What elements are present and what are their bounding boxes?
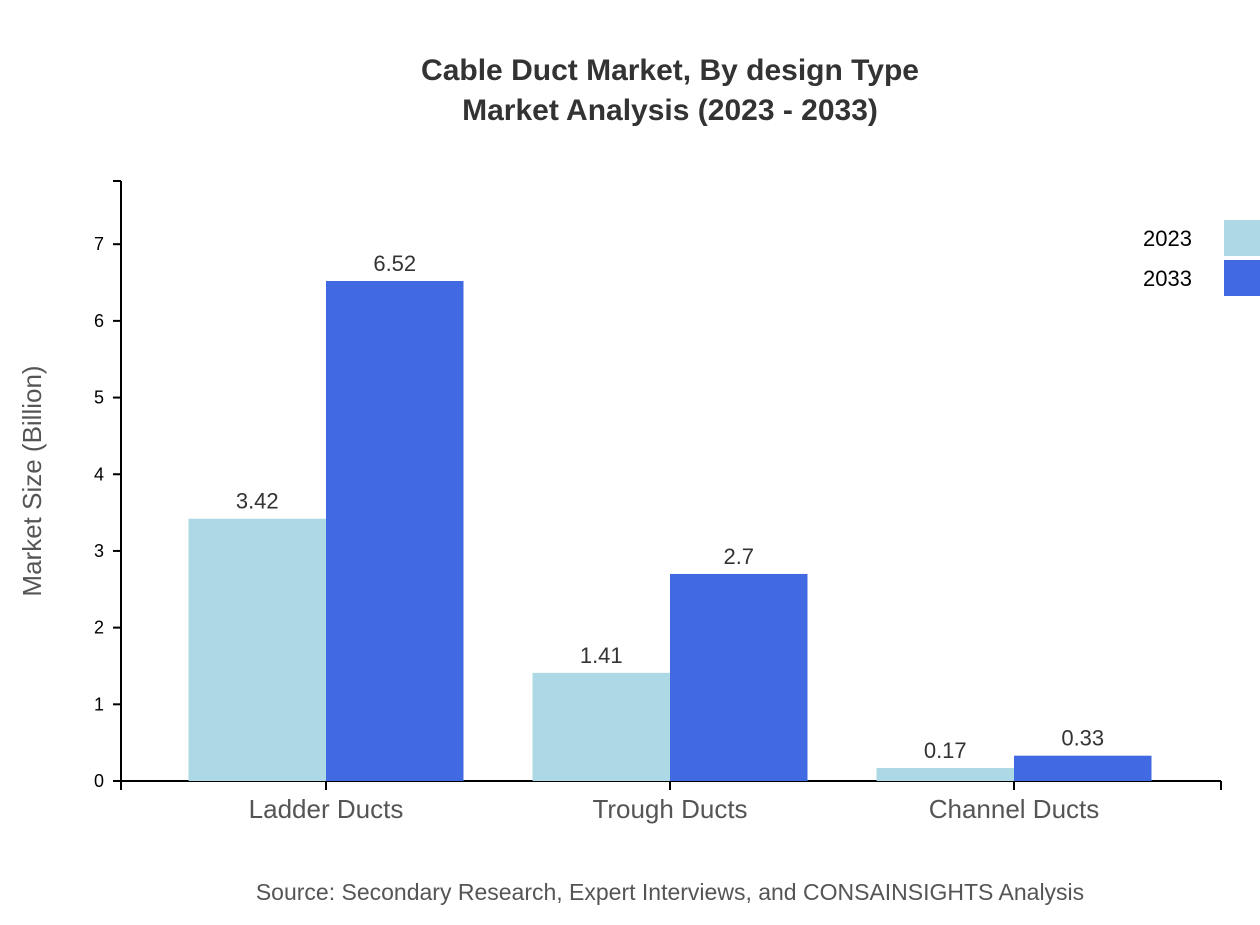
data-label: 1.41 (580, 643, 623, 668)
bar-2023 (532, 672, 670, 781)
y-tick-label: 5 (94, 388, 104, 408)
data-label: 2.7 (723, 544, 754, 569)
y-tick-label: 6 (94, 311, 104, 331)
bar-2023 (188, 518, 326, 781)
bar-2033 (326, 281, 464, 781)
legend-label: 2023 (1143, 226, 1192, 251)
y-tick-label: 2 (94, 618, 104, 638)
legend-swatch (1224, 260, 1260, 296)
bar-2023 (876, 767, 1014, 781)
data-label: 6.52 (373, 251, 416, 276)
legend-swatch (1224, 220, 1260, 256)
chart-subtitle: Market Analysis (2023 - 2033) (462, 94, 878, 127)
source-note: Source: Secondary Research, Expert Inter… (256, 879, 1084, 905)
data-label: 0.33 (1061, 726, 1104, 751)
x-tick-label: Ladder Ducts (249, 794, 404, 824)
y-tick-label: 4 (94, 464, 104, 484)
bar-2033 (670, 573, 808, 781)
y-tick-label: 0 (94, 771, 104, 791)
y-axis-label: Market Size (Billion) (17, 365, 47, 596)
y-tick-label: 7 (94, 234, 104, 254)
chart-title: Cable Duct Market, By design Type (421, 54, 919, 87)
y-tick-label: 3 (94, 541, 104, 561)
legend-label: 2033 (1143, 266, 1192, 291)
data-label: 0.17 (924, 738, 967, 763)
bar-2033 (1014, 755, 1152, 781)
y-tick-label: 1 (94, 694, 104, 714)
x-tick-label: Channel Ducts (929, 794, 1100, 824)
x-tick-label: Trough Ducts (592, 794, 747, 824)
data-label: 3.42 (236, 489, 279, 514)
